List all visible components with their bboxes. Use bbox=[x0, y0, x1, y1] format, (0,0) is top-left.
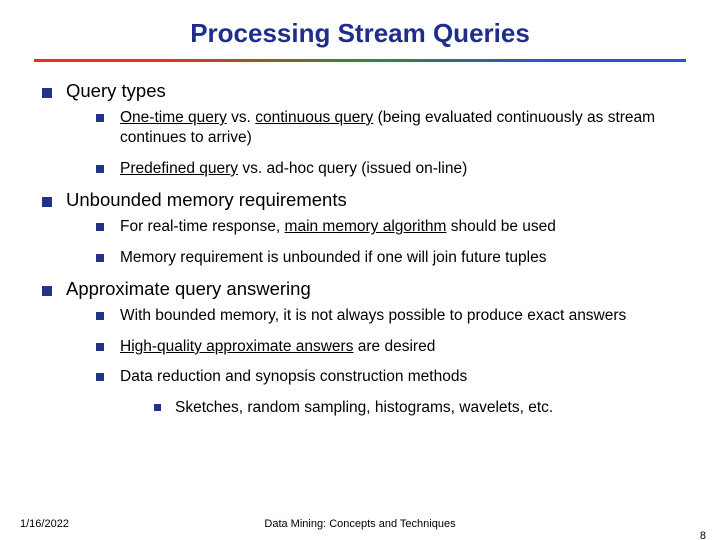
footer-date: 1/16/2022 bbox=[20, 518, 69, 530]
slide-content: Query types One-time query vs. continuous… bbox=[34, 80, 686, 418]
footer-page-number: 8 bbox=[700, 530, 706, 540]
bullet-l2-text: One-time query vs. continuous query (bei… bbox=[120, 108, 686, 149]
square-bullet-icon bbox=[154, 404, 161, 411]
square-bullet-icon bbox=[96, 254, 104, 262]
footer-center: Data Mining: Concepts and Techniques bbox=[0, 518, 720, 530]
bullet-level-2: Data reduction and synopsis construction… bbox=[96, 367, 686, 387]
slide-title: Processing Stream Queries bbox=[34, 18, 686, 49]
square-bullet-icon bbox=[42, 286, 52, 296]
bullet-level-2: One-time query vs. continuous query (bei… bbox=[96, 108, 686, 149]
footer: 1/16/2022 Data Mining: Concepts and Tech… bbox=[0, 518, 720, 530]
bullet-l1-text: Unbounded memory requirements bbox=[66, 189, 347, 211]
square-bullet-icon bbox=[96, 165, 104, 173]
bullet-l2-text: Memory requirement is unbounded if one w… bbox=[120, 248, 546, 268]
bullet-level-1: Unbounded memory requirements bbox=[42, 189, 686, 211]
bullet-level-2: High-quality approximate answers are des… bbox=[96, 337, 686, 357]
bullet-l2-text: With bounded memory, it is not always po… bbox=[120, 306, 626, 326]
bullet-l3-text: Sketches, random sampling, histograms, w… bbox=[175, 398, 553, 418]
bullet-l1-text: Approximate query answering bbox=[66, 278, 311, 300]
bullet-l1-text: Query types bbox=[66, 80, 166, 102]
bullet-level-1: Query types bbox=[42, 80, 686, 102]
bullet-level-2: With bounded memory, it is not always po… bbox=[96, 306, 686, 326]
square-bullet-icon bbox=[96, 312, 104, 320]
bullet-l2-text: Data reduction and synopsis construction… bbox=[120, 367, 467, 387]
bullet-l2-text: Predefined query vs. ad-hoc query (issue… bbox=[120, 159, 467, 179]
square-bullet-icon bbox=[96, 373, 104, 381]
square-bullet-icon bbox=[42, 88, 52, 98]
bullet-l2-text: For real-time response, main memory algo… bbox=[120, 217, 556, 237]
square-bullet-icon bbox=[96, 343, 104, 351]
square-bullet-icon bbox=[96, 223, 104, 231]
square-bullet-icon bbox=[96, 114, 104, 122]
bullet-level-1: Approximate query answering bbox=[42, 278, 686, 300]
square-bullet-icon bbox=[42, 197, 52, 207]
title-divider bbox=[34, 59, 686, 62]
bullet-l2-text: High-quality approximate answers are des… bbox=[120, 337, 435, 357]
bullet-level-2: Predefined query vs. ad-hoc query (issue… bbox=[96, 159, 686, 179]
bullet-level-3: Sketches, random sampling, histograms, w… bbox=[154, 398, 686, 418]
bullet-level-2: Memory requirement is unbounded if one w… bbox=[96, 248, 686, 268]
bullet-level-2: For real-time response, main memory algo… bbox=[96, 217, 686, 237]
